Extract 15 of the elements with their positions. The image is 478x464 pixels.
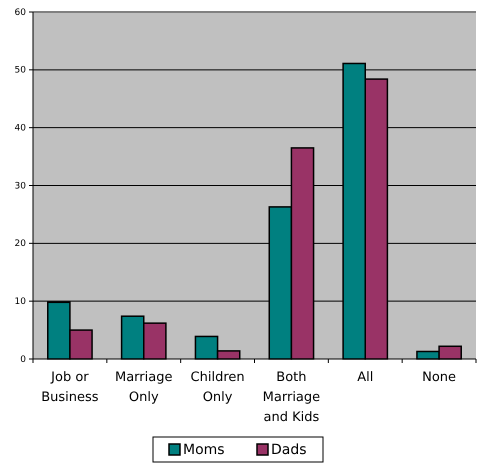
x-tick-label: Children Only [190,370,245,405]
x-tick-label: Both Marriage and Kids [262,370,320,425]
x-tick-label: All [357,370,374,385]
legend-label: Moms [183,442,225,458]
y-tick-label: 10 [14,297,26,308]
x-tick-label: Marriage Only [115,370,172,405]
y-tick-label: 20 [14,239,26,250]
x-tick-label: None [422,370,456,385]
y-tick-label: 40 [14,124,26,134]
y-tick-label: 30 [14,181,26,192]
y-tick-label: 50 [14,66,26,76]
y-tick-label: 0 [20,354,26,365]
legend-label: Dads [271,442,307,458]
x-tick-label: Job or Business [41,370,99,405]
y-tick-label: 60 [14,8,26,18]
